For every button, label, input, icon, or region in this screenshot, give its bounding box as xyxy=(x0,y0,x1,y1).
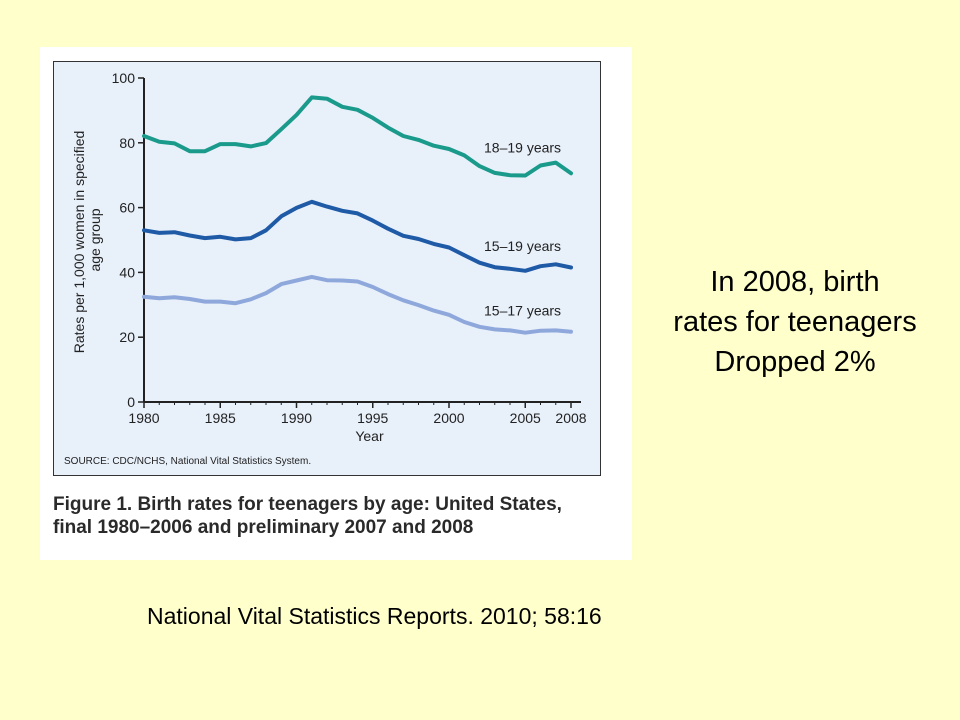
x-tick-label: 2008 xyxy=(555,410,586,426)
figure-caption: Figure 1. Birth rates for teenagers by a… xyxy=(53,493,623,539)
series-line-15-19 xyxy=(142,199,573,273)
annotation-line1: In 2008, birth xyxy=(710,266,880,298)
caption-line2: final 1980–2006 and preliminary 2007 and… xyxy=(53,517,474,538)
x-tick-label: 1995 xyxy=(357,410,388,426)
x-tick-label: 2005 xyxy=(510,410,541,426)
axes xyxy=(138,77,581,408)
series-labels: 18–19 years 15–19 years 15–17 years xyxy=(484,139,561,318)
x-tick-label: 1980 xyxy=(128,410,159,426)
birth-rate-chart: 0 20 40 60 80 100 1980 1985 1990 1995 2000 2005 2008… xyxy=(71,70,587,444)
series-line-18-19 xyxy=(142,95,573,178)
y-tick-label: 20 xyxy=(119,329,135,345)
y-axis-title-line2: age group xyxy=(87,208,103,271)
y-tick-label: 60 xyxy=(119,200,135,216)
y-axis-title: Rates per 1,000 women in specified age g… xyxy=(71,127,103,353)
figure: 0 20 40 60 80 100 1980 1985 1990 1995 2000 2005 2008… xyxy=(40,47,632,560)
x-tick-label: 1985 xyxy=(205,410,236,426)
y-tick-label: 0 xyxy=(127,394,135,410)
series-label-18-19: 18–19 years xyxy=(484,139,561,155)
y-tick-label: 100 xyxy=(112,70,136,86)
series-lines xyxy=(142,95,573,335)
annotation-text: In 2008, birth rates for teenagers Dropp… xyxy=(630,262,960,382)
annotation-line3: Dropped 2% xyxy=(714,346,876,378)
x-tick-label: 1990 xyxy=(281,410,312,426)
x-axis-title: Year xyxy=(355,428,384,444)
annotation-line2: rates for teenagers xyxy=(673,306,917,338)
caption-line1: Figure 1. Birth rates for teenagers by a… xyxy=(53,494,562,515)
y-axis-title-line1: Rates per 1,000 women in specified xyxy=(71,131,87,354)
series-label-15-19: 15–19 years xyxy=(484,238,561,254)
chart-panel: 0 20 40 60 80 100 1980 1985 1990 1995 2000 2005 2008… xyxy=(53,61,601,476)
series-label-15-17: 15–17 years xyxy=(484,303,561,319)
tick-labels: 0 20 40 60 80 100 1980 1985 1990 1995 2000 2005 2008 xyxy=(112,70,587,426)
source-note: SOURCE: CDC/NCHS, National Vital Statist… xyxy=(64,456,312,467)
y-tick-label: 40 xyxy=(119,264,135,280)
citation: National Vital Statistics Reports. 2010;… xyxy=(147,603,602,629)
x-tick-label: 2000 xyxy=(433,410,464,426)
y-tick-label: 80 xyxy=(119,135,135,151)
series-line-15-17 xyxy=(142,274,573,335)
